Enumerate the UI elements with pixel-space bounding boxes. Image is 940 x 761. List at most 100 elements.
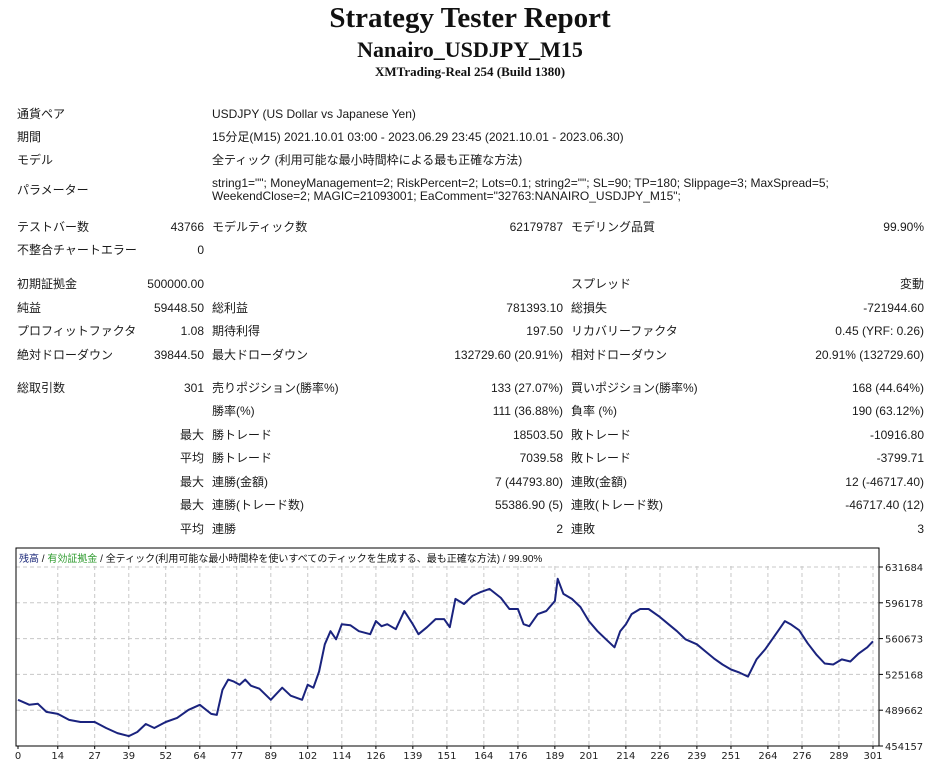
rel-dd-value: 20.91% (132729.60) bbox=[815, 348, 924, 362]
short-label: 売りポジション(勝率%) bbox=[212, 381, 339, 395]
avg-win-value: 7039.58 bbox=[519, 451, 563, 465]
largest-loss-label: 敗トレード bbox=[571, 428, 632, 442]
svg-text:64: 64 bbox=[193, 751, 206, 761]
gross-profit-label: 総利益 bbox=[212, 301, 249, 315]
loss-value: 190 (63.12%) bbox=[851, 404, 924, 418]
net-value: 59448.50 bbox=[153, 301, 204, 315]
period-label: 期間 bbox=[17, 130, 42, 144]
bars-label: テストバー数 bbox=[17, 220, 90, 234]
win-value: 111 (36.88%) bbox=[492, 404, 563, 418]
gross-profit-value: 781393.10 bbox=[506, 301, 563, 315]
svg-text:276: 276 bbox=[792, 751, 811, 761]
long-label: 買いポジション(勝率%) bbox=[571, 381, 698, 395]
trades-label: 総取引数 bbox=[17, 381, 66, 395]
report-title: Strategy Tester Report bbox=[329, 2, 611, 34]
svg-text:139: 139 bbox=[403, 751, 422, 761]
symbol-label: 通貨ペア bbox=[17, 107, 66, 121]
mismatch-value: 0 bbox=[197, 243, 204, 257]
svg-text:89: 89 bbox=[264, 751, 277, 761]
model-label: モデル bbox=[17, 153, 54, 167]
svg-text:164: 164 bbox=[474, 751, 493, 761]
params-line-1: string1=""; MoneyManagement=2; RiskPerce… bbox=[212, 176, 829, 190]
svg-text:151: 151 bbox=[437, 751, 456, 761]
expected-value: 197.50 bbox=[526, 324, 563, 338]
avg-win-label: 勝トレード bbox=[212, 451, 273, 465]
svg-text:264: 264 bbox=[758, 751, 777, 761]
abs-dd-label: 絶対ドローダウン bbox=[17, 348, 114, 362]
svg-text:454157: 454157 bbox=[885, 742, 923, 753]
largest-loss-value: -10916.80 bbox=[869, 428, 924, 442]
svg-text:251: 251 bbox=[721, 751, 740, 761]
symbol-value: USDJPY (US Dollar vs Japanese Yen) bbox=[212, 107, 416, 121]
svg-text:301: 301 bbox=[863, 751, 882, 761]
deposit-value: 500000.00 bbox=[147, 277, 204, 291]
svg-text:14: 14 bbox=[51, 751, 64, 761]
spread-value: 変動 bbox=[899, 277, 924, 291]
legend-balance: 残高 bbox=[19, 554, 39, 565]
svg-text:126: 126 bbox=[366, 751, 385, 761]
svg-text:189: 189 bbox=[545, 751, 564, 761]
expected-label: 期待利得 bbox=[212, 324, 261, 338]
short-value: 133 (27.07%) bbox=[490, 381, 563, 395]
max-dd-value: 132729.60 (20.91%) bbox=[454, 348, 563, 362]
largest-win-label: 勝トレード bbox=[212, 428, 273, 442]
max-cons-win-count-value: 55386.90 (5) bbox=[494, 498, 563, 512]
max-cons-loss-count-value: -46717.40 (12) bbox=[845, 498, 924, 512]
avg-cons-win-label: 連勝 bbox=[212, 522, 237, 536]
avg-prefix: 平均 bbox=[179, 451, 204, 465]
bars-value: 43766 bbox=[170, 220, 204, 234]
max-cons-win-money-value: 7 (44793.80) bbox=[494, 475, 563, 489]
svg-text:489662: 489662 bbox=[885, 706, 923, 717]
period-value: 15分足(M15) 2021.10.01 03:00 - 2023.06.29 … bbox=[212, 130, 624, 144]
ea-name: Nanairo_USDJPY_M15 bbox=[357, 37, 583, 62]
svg-text:114: 114 bbox=[332, 751, 351, 761]
max-cons-win-money-label: 連勝(金額) bbox=[212, 475, 268, 489]
abs-dd-value: 39844.50 bbox=[153, 348, 204, 362]
legend-description: 全ティック(利用可能な最小時間枠を使いすべてのティックを生成する、最も正確な方法… bbox=[105, 554, 543, 565]
svg-text:631684: 631684 bbox=[885, 563, 923, 574]
gross-loss-label: 総損失 bbox=[571, 301, 608, 315]
svg-text:176: 176 bbox=[508, 751, 527, 761]
chart-legend: 残高 / 有効証拠金 / 全ティック(利用可能な最小時間枠を使いすべてのティック… bbox=[19, 554, 543, 565]
params-label: パラメーター bbox=[17, 183, 89, 197]
max-cons-loss-count-label: 連敗(トレード数) bbox=[571, 498, 663, 512]
long-value: 168 (44.64%) bbox=[851, 381, 924, 395]
balance-chart: 454157 489662 525168 560673 596178 631684 0 14 2… bbox=[15, 547, 923, 761]
max-prefix: 最大 bbox=[179, 475, 204, 489]
svg-text:0: 0 bbox=[15, 751, 21, 761]
svg-text:102: 102 bbox=[298, 751, 317, 761]
deposit-label: 初期証拠金 bbox=[17, 277, 78, 291]
params-value: string1=""; MoneyManagement=2; RiskPerce… bbox=[212, 177, 829, 203]
recovery-label: リカバリーファクタ bbox=[571, 324, 678, 338]
avg-prefix: 平均 bbox=[179, 522, 204, 536]
svg-text:226: 226 bbox=[650, 751, 669, 761]
max-cons-win-count-label: 連勝(トレード数) bbox=[212, 498, 304, 512]
largest-win-value: 18503.50 bbox=[512, 428, 563, 442]
svg-text:560673: 560673 bbox=[885, 635, 923, 646]
avg-cons-loss-value: 3 bbox=[917, 522, 924, 536]
max-cons-loss-money-value: 12 (-46717.40) bbox=[845, 475, 924, 489]
svg-text:596178: 596178 bbox=[885, 599, 923, 610]
svg-text:52: 52 bbox=[159, 751, 172, 761]
svg-text:27: 27 bbox=[88, 751, 101, 761]
avg-cons-loss-label: 連敗 bbox=[571, 522, 596, 536]
quality-value: 99.90% bbox=[883, 220, 924, 234]
loss-label: 負率 (%) bbox=[571, 404, 617, 418]
svg-text:525168: 525168 bbox=[885, 670, 923, 681]
spread-label: スプレッド bbox=[571, 277, 632, 291]
recovery-value: 0.45 (YRF: 0.26) bbox=[835, 324, 924, 338]
max-cons-loss-money-label: 連敗(金額) bbox=[571, 475, 627, 489]
legend-equity: 有効証拠金 bbox=[47, 554, 98, 565]
params-line-2: WeekendClose=2; MAGIC=21093001; EaCommen… bbox=[212, 189, 681, 203]
trades-value: 301 bbox=[183, 381, 204, 395]
svg-text:77: 77 bbox=[230, 751, 243, 761]
pf-value: 1.08 bbox=[180, 324, 204, 338]
rel-dd-label: 相対ドローダウン bbox=[571, 348, 668, 362]
model-value: 全ティック (利用可能な最小時間枠による最も正確な方法) bbox=[212, 153, 523, 167]
svg-text:39: 39 bbox=[122, 751, 135, 761]
max-prefix: 最大 bbox=[179, 428, 204, 442]
svg-text:214: 214 bbox=[616, 751, 635, 761]
quality-label: モデリング品質 bbox=[571, 220, 656, 234]
svg-text:239: 239 bbox=[687, 751, 706, 761]
gross-loss-value: -721944.60 bbox=[863, 301, 924, 315]
